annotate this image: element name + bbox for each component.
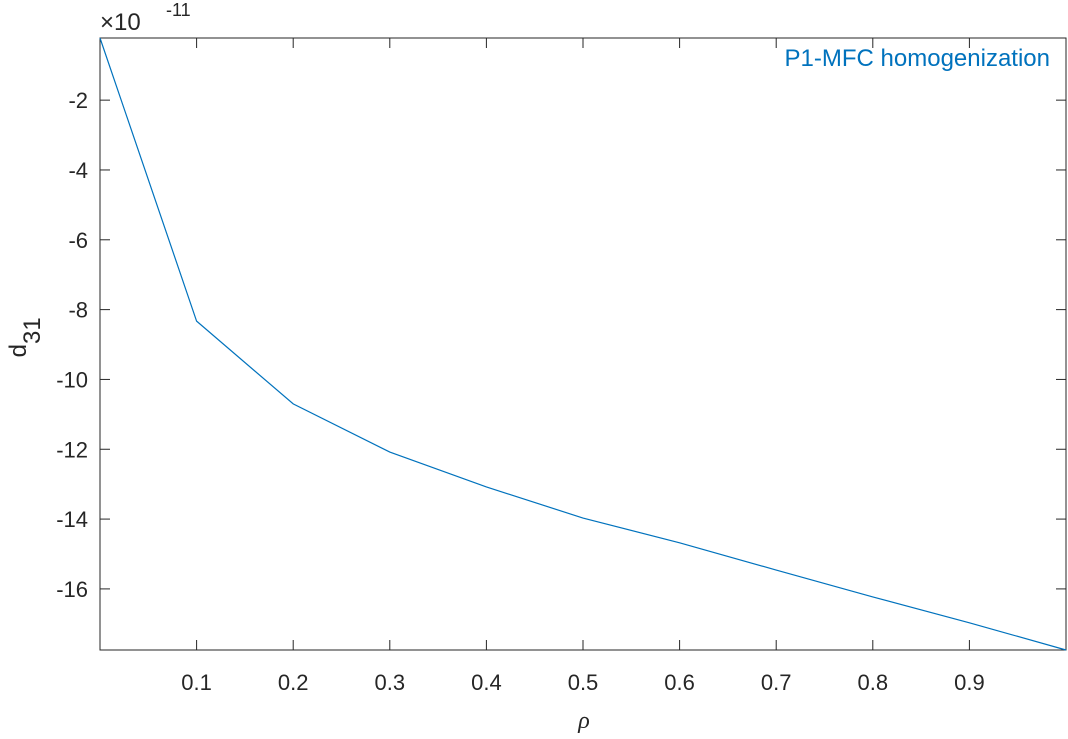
x-tick-label: 0.6 [664,670,695,695]
plot-box [99,37,1067,651]
x-tick-label: 0.9 [954,670,985,695]
x-tick-label: 0.2 [278,670,309,695]
y-tick-label: -6 [68,228,88,253]
data-line [99,37,1067,651]
y-axis-label-group: d 31 [5,317,46,357]
y-axis-label-subscript: 31 [19,317,46,344]
annotation: P1-MFC homogenization [785,45,1050,72]
y-tick-label: -2 [68,88,88,113]
x-tick-label: 0.7 [761,670,792,695]
x-tick-label: 0.3 [375,670,406,695]
y-multiplier: ×10 [100,9,141,36]
y-tick-label: -14 [56,507,88,532]
y-tick-label: -12 [56,437,88,462]
y-exponent: -11 [166,0,191,20]
y-axis-label: d [5,344,32,357]
x-axis-label: ρ [577,708,590,734]
y-tick-label: -10 [56,367,88,392]
x-tick-label: 0.4 [471,670,502,695]
x-tick-label: 0.5 [568,670,599,695]
y-tick-label: -8 [68,298,88,323]
y-tick-label: -16 [56,577,88,602]
x-tick-label: 0.1 [181,670,212,695]
y-tick-label: -4 [68,158,88,183]
x-tick-label: 0.8 [858,670,889,695]
